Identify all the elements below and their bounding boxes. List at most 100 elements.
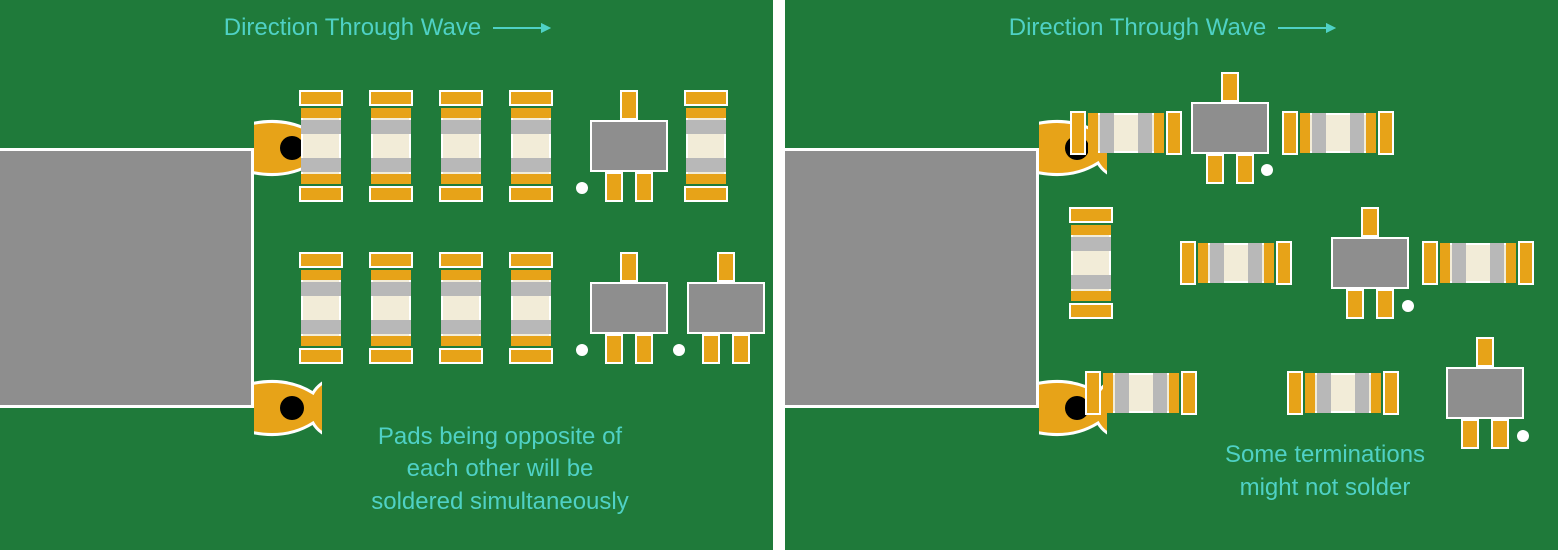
sot-component [687,252,765,364]
resistor-band [441,282,481,296]
solder-pad [1518,241,1534,285]
header-text: Direction Through Wave [224,14,481,42]
sot-lead [620,252,638,282]
solder-pad [1287,371,1303,415]
solder-pad [369,90,413,106]
resistor-band [1490,243,1504,283]
resistor-cap [301,336,341,346]
pin1-dot [1402,300,1414,312]
resistor-cap [301,174,341,184]
resistor-band [1071,237,1111,251]
sot-lead [1346,289,1364,319]
resistor-component [1180,243,1292,283]
resistor-band [1355,373,1369,413]
sot-body [590,120,668,172]
resistor-cap [371,108,411,118]
resistor-component [686,90,726,202]
resistor-component [371,90,411,202]
resistor-cap [301,108,341,118]
solder-pad [369,348,413,364]
solder-pad [1181,371,1197,415]
solder-pad [684,186,728,202]
resistor-band [371,320,411,334]
sot-component [590,90,668,202]
resistor-component [1085,373,1197,413]
resistor-cap [1071,291,1111,301]
resistor-cap [1169,373,1179,413]
resistor-component [1282,113,1394,153]
pcb-panel-right: Direction Through Wave Some terminations … [785,0,1558,550]
sot-lead [1236,154,1254,184]
resistor-band [1071,275,1111,289]
resistor-cap [371,336,411,346]
solder-pad [684,90,728,106]
resistor-cap [1103,373,1113,413]
sot-body [1191,102,1269,154]
resistor-cap [1440,243,1450,283]
resistor-band [1138,113,1152,153]
resistor-band [1452,243,1466,283]
resistor-band [1248,243,1262,283]
panel-caption: Pads being opposite of each other will b… [300,421,700,518]
solder-pad [439,90,483,106]
resistor-cap [1506,243,1516,283]
resistor-component [1287,373,1399,413]
resistor-component [511,252,551,364]
resistor-band [441,158,481,172]
solder-pad [1166,111,1182,155]
resistor-band [1210,243,1224,283]
wave-direction-header: Direction Through Wave [785,14,1558,42]
solder-pad [439,186,483,202]
resistor-component [511,90,551,202]
resistor-cap [301,270,341,280]
resistor-cap [371,174,411,184]
solder-pad [1069,303,1113,319]
resistor-component [441,252,481,364]
resistor-cap [511,174,551,184]
ic-body [0,148,254,408]
resistor-band [511,320,551,334]
resistor-cap [1154,113,1164,153]
resistor-band [686,120,726,134]
sot-lead [1221,72,1239,102]
resistor-cap [441,336,481,346]
large-ic-chip [785,148,1039,408]
solder-pad [509,252,553,268]
panel-caption: Some terminations might not solder [1145,439,1505,504]
pin1-dot [673,344,685,356]
resistor-cap [511,336,551,346]
solder-pad [439,348,483,364]
pcb-panel-left: Direction Through Wave Pads being opposit… [0,0,773,550]
resistor-cap [1300,113,1310,153]
solder-pad [1069,207,1113,223]
resistor-component [371,252,411,364]
resistor-component [1071,207,1111,319]
sot-body [1331,237,1409,289]
ic-body [785,148,1039,408]
resistor-band [371,120,411,134]
solder-pad [299,186,343,202]
sot-lead [1361,207,1379,237]
sot-lead [620,90,638,120]
resistor-band [686,158,726,172]
resistor-band [371,282,411,296]
resistor-cap [1305,373,1315,413]
solder-pad [1282,111,1298,155]
resistor-band [301,158,341,172]
resistor-band [441,320,481,334]
pin1-dot [576,182,588,194]
resistor-band [301,282,341,296]
solder-pad [1422,241,1438,285]
sot-lead [605,334,623,364]
solder-pad [299,252,343,268]
sot-lead [635,334,653,364]
solder-pad [1378,111,1394,155]
pin1-dot [1517,430,1529,442]
resistor-cap [1088,113,1098,153]
solder-pad [1276,241,1292,285]
sot-lead [1476,337,1494,367]
sot-component [1191,72,1269,184]
sot-lead [1376,289,1394,319]
sot-lead [635,172,653,202]
resistor-band [1317,373,1331,413]
